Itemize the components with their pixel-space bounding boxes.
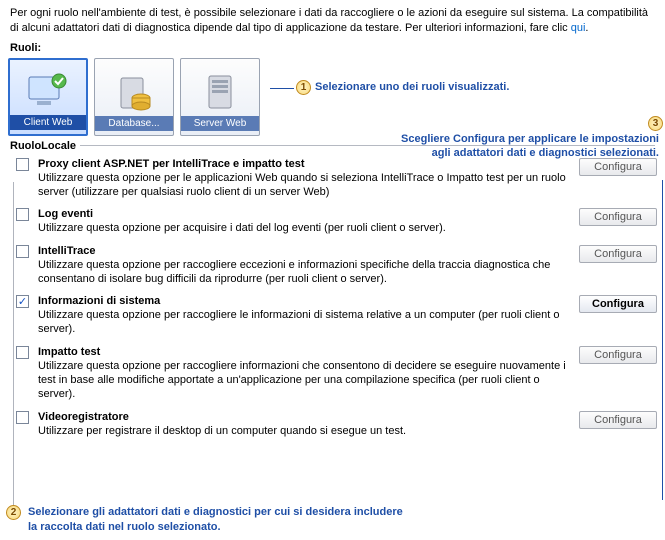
more-info-link[interactable]: qui <box>571 22 586 34</box>
adapter-desc: Utilizzare questa opzione per raccoglier… <box>38 257 573 287</box>
configure-button: Configura <box>579 346 657 364</box>
role-caption: Server Web <box>181 116 259 131</box>
callout-2-line2: la raccolta dati nel ruolo selezionato. <box>28 521 221 533</box>
adapter-text: Log eventiUtilizzare questa opzione per … <box>38 208 573 235</box>
adapter-checkbox[interactable] <box>16 208 30 224</box>
adapter-text: Informazioni di sistemaUtilizzare questa… <box>38 295 573 337</box>
intro-text-before: Per ogni ruolo nell'ambiente di test, è … <box>10 7 648 34</box>
roles-label: Ruoli: <box>0 38 665 56</box>
adapter-text: VideoregistratoreUtilizzare per registra… <box>38 411 573 438</box>
adapter-row: Impatto testUtilizzare questa opzione pe… <box>16 341 657 406</box>
adapter-title: IntelliTrace <box>38 245 573 257</box>
adapter-row: VideoregistratoreUtilizzare per registra… <box>16 406 657 442</box>
ruolo-locale-label: RuoloLocale <box>10 140 76 152</box>
callout-3-number: 3 <box>648 116 663 131</box>
adapter-title: Log eventi <box>38 208 573 220</box>
callout-3-line1: Scegliere Configura per applicare le imp… <box>401 133 659 145</box>
role-tile-server-web[interactable]: Server Web <box>180 58 260 136</box>
adapters-list: Proxy client ASP.NET per IntelliTrace e … <box>0 152 665 442</box>
adapter-checkbox[interactable] <box>16 411 30 427</box>
adapter-row: ✓ Informazioni di sistemaUtilizzare quest… <box>16 290 657 341</box>
adapter-desc: Utilizzare questa opzione per raccoglier… <box>38 307 573 337</box>
tree-guide-line <box>13 182 14 512</box>
adapter-checkbox[interactable]: ✓ <box>16 295 30 308</box>
adapter-desc: Utilizzare questa opzione per acquisire … <box>38 220 573 235</box>
callout-3-brace <box>659 180 663 500</box>
role-icon <box>197 72 243 112</box>
role-caption: Database... <box>95 116 173 131</box>
callout-2-line1: Selezionare gli adattatori dati e diagno… <box>28 506 403 518</box>
adapter-text: IntelliTraceUtilizzare questa opzione pe… <box>38 245 573 287</box>
role-caption: Client Web <box>10 115 86 130</box>
roles-row: Client Web Database... Server Web <box>0 56 665 140</box>
adapter-title: Informazioni di sistema <box>38 295 573 307</box>
callout-1-number: 1 <box>296 80 311 95</box>
role-icon <box>111 72 157 112</box>
callout-3: Scegliere Configura per applicare le imp… <box>401 132 659 161</box>
configure-button: Configura <box>579 411 657 429</box>
intro-text-after: . <box>585 22 588 34</box>
adapter-desc: Utilizzare questa opzione per le applica… <box>38 170 573 200</box>
adapter-title: Videoregistratore <box>38 411 573 423</box>
configure-button[interactable]: Configura <box>579 295 657 313</box>
adapter-checkbox[interactable] <box>16 158 30 174</box>
adapter-row: Log eventiUtilizzare questa opzione per … <box>16 203 657 239</box>
configure-button: Configura <box>579 245 657 263</box>
callout-1: 1 Selezionare uno dei ruoli visualizzati. <box>296 80 509 95</box>
adapter-checkbox[interactable] <box>16 346 30 362</box>
role-icon <box>25 71 71 111</box>
configure-button: Configura <box>579 208 657 226</box>
role-tile-client-web[interactable]: Client Web <box>8 58 88 136</box>
role-tile-database-[interactable]: Database... <box>94 58 174 136</box>
adapter-row: IntelliTraceUtilizzare questa opzione pe… <box>16 240 657 291</box>
intro-text: Per ogni ruolo nell'ambiente di test, è … <box>0 0 665 38</box>
adapter-text: Proxy client ASP.NET per IntelliTrace e … <box>38 158 573 200</box>
callout-1-text: Selezionare uno dei ruoli visualizzati. <box>315 81 509 93</box>
adapter-text: Impatto testUtilizzare questa opzione pe… <box>38 346 573 402</box>
callout-1-connector <box>270 88 294 89</box>
adapter-checkbox[interactable] <box>16 245 30 261</box>
callout-2: Selezionare gli adattatori dati e diagno… <box>28 505 403 534</box>
callout-3-line2: agli adattatori dati e diagnostici selez… <box>432 147 659 159</box>
adapter-title: Impatto test <box>38 346 573 358</box>
callout-2-number: 2 <box>6 505 21 520</box>
adapter-desc: Utilizzare questa opzione per raccoglier… <box>38 358 573 402</box>
adapter-desc: Utilizzare per registrare il desktop di … <box>38 423 573 438</box>
